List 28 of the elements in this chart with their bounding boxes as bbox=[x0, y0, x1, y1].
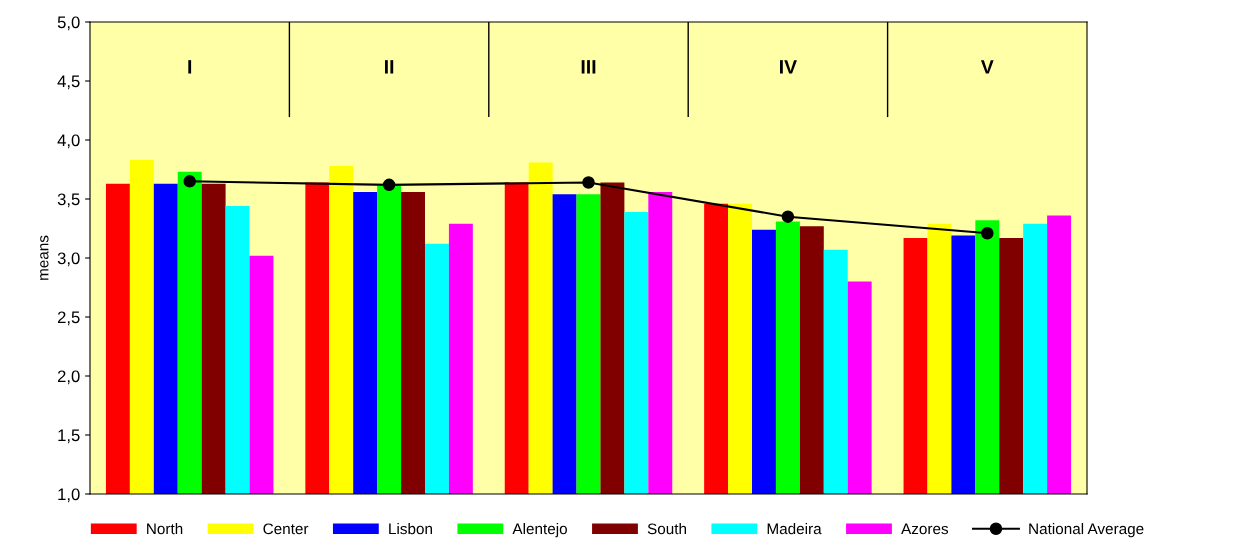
y-tick-label: 5,0 bbox=[57, 16, 80, 31]
point bbox=[781, 210, 795, 223]
y-tick-label: 1,5 bbox=[58, 429, 80, 444]
y-tick-label: 1,0 bbox=[58, 488, 80, 503]
y-tick-label: 3,5 bbox=[57, 193, 80, 208]
legend-label: Azores bbox=[901, 523, 949, 535]
y-tick-label: 4,5 bbox=[57, 75, 80, 90]
x-tick-label: I bbox=[188, 60, 192, 74]
x-tick-label: V bbox=[980, 60, 994, 74]
y-tick-label: 2,5 bbox=[57, 311, 80, 326]
y-tick-label: 2,0 bbox=[57, 370, 80, 385]
point bbox=[183, 175, 196, 188]
point bbox=[981, 226, 994, 240]
legend-label: Madeira bbox=[767, 523, 822, 535]
y-tick-label: 4,0 bbox=[57, 134, 80, 149]
legend-label: Lisbon bbox=[389, 523, 432, 535]
y-tick-label: 3,0 bbox=[57, 252, 80, 267]
point bbox=[582, 176, 595, 189]
point bbox=[382, 178, 396, 192]
x-tick-label: IV bbox=[780, 60, 797, 74]
legend-label: South bbox=[647, 523, 686, 535]
x-tick-label: II bbox=[385, 60, 394, 74]
x-tick-label: III bbox=[581, 60, 596, 74]
legend-label: National Average bbox=[1029, 523, 1144, 538]
legend-label: Center bbox=[263, 523, 309, 535]
legend-label: North bbox=[147, 523, 183, 535]
legend-label: Alentejo bbox=[512, 523, 567, 538]
y-axis-title: means bbox=[40, 235, 49, 280]
